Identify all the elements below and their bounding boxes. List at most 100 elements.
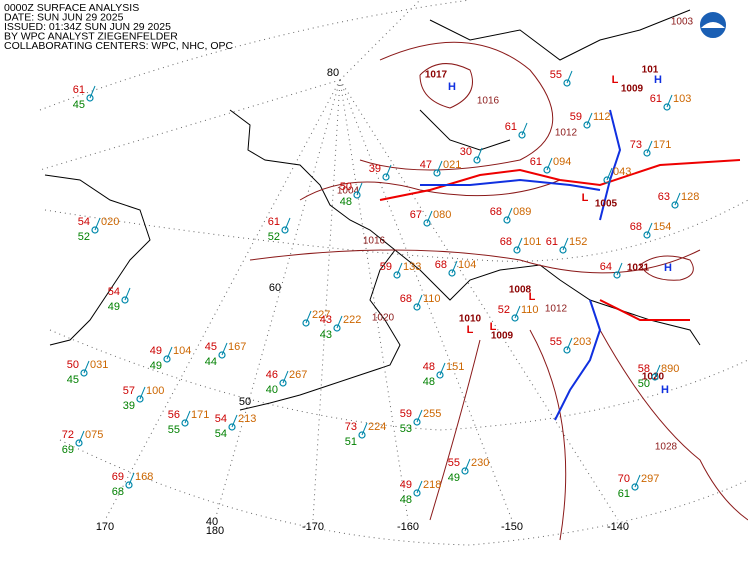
center-letter: L <box>490 321 497 333</box>
temperature: 46 <box>266 369 278 381</box>
center-value: 1009 <box>621 84 644 95</box>
dewpoint: 48 <box>400 494 412 506</box>
pressure: 227 <box>312 309 330 321</box>
wind-barb <box>184 410 191 424</box>
grid-label: 60 <box>269 282 281 294</box>
alaska-coast <box>229 109 701 346</box>
coastlines <box>44 9 701 411</box>
pressure: 104 <box>173 345 191 357</box>
dewpoint: 45 <box>67 374 79 386</box>
temperature: 61 <box>530 156 542 168</box>
station-circle <box>543 166 551 174</box>
center-letter: H <box>654 74 662 86</box>
temperature: 55 <box>550 69 562 81</box>
temperature: 45 <box>205 341 217 353</box>
wind-barb <box>586 112 593 126</box>
center-value: 1017 <box>425 70 448 81</box>
station-circle <box>281 226 289 234</box>
pressure: 110 <box>423 293 441 305</box>
dewpoint: 69 <box>62 444 74 456</box>
pressure: 094 <box>553 156 571 168</box>
station-circle <box>333 324 341 332</box>
station-circle <box>436 371 444 379</box>
pressure: 152 <box>569 236 587 248</box>
isobar-label: 1012 <box>555 128 578 139</box>
lat-circle <box>44 199 748 262</box>
isobars <box>249 41 748 541</box>
dewpoint: 44 <box>205 356 217 368</box>
wind-barb <box>282 370 289 384</box>
pressure: 031 <box>90 359 108 371</box>
meridian <box>312 79 341 521</box>
center-letter: H <box>664 262 672 274</box>
wind-barb <box>616 262 623 276</box>
dewpoint: 49 <box>150 360 162 372</box>
temperature: 70 <box>618 473 630 485</box>
station-circle <box>413 418 421 426</box>
wind-barb <box>78 430 85 444</box>
wind-barb <box>634 474 641 488</box>
pressure: 267 <box>289 369 307 381</box>
temperature: 50 <box>340 181 352 193</box>
temperature: 68 <box>400 293 412 305</box>
wind-barb <box>128 472 135 486</box>
dewpoint: 52 <box>78 231 90 243</box>
wind-barb <box>451 260 458 274</box>
center-value: 1005 <box>595 199 618 210</box>
grid-label: -150 <box>501 521 523 533</box>
isobar-label: 1012 <box>545 304 568 315</box>
isobar-label: 1028 <box>655 442 678 453</box>
station-circle <box>643 231 651 239</box>
station-circle <box>559 246 567 254</box>
dewpoint: 39 <box>123 400 135 412</box>
temperature: 54 <box>215 413 227 425</box>
isobar <box>419 63 473 109</box>
station-circle <box>279 379 287 387</box>
wind-barb <box>666 94 673 108</box>
wind-barb <box>166 346 173 360</box>
pressure: 222 <box>343 314 361 326</box>
grid-label: 180 <box>206 525 224 537</box>
pressure: 154 <box>653 221 671 233</box>
station-circle <box>163 355 171 363</box>
dewpoint: 61 <box>618 488 630 500</box>
station-circle <box>228 423 236 431</box>
temperature: 55 <box>550 336 562 348</box>
temperature: 54 <box>108 286 120 298</box>
dewpoint: 50 <box>638 378 650 390</box>
station-circle <box>513 246 521 254</box>
temperature: 63 <box>658 191 670 203</box>
temperature: 61 <box>73 84 85 96</box>
isobar-label: 1020 <box>372 313 395 324</box>
temperature: 59 <box>380 261 392 273</box>
temperature: 61 <box>505 121 517 133</box>
wind-barb <box>606 167 613 181</box>
station-circle <box>125 481 133 489</box>
grid-label: -170 <box>302 521 324 533</box>
station-circle <box>382 173 390 181</box>
meridian <box>104 79 341 521</box>
temperature: 64 <box>600 261 612 273</box>
temperature: 39 <box>369 163 381 175</box>
isobar-label: 1016 <box>363 236 386 247</box>
center-value: 1008 <box>509 285 532 296</box>
isobar-label: 1004 <box>337 186 360 197</box>
wind-barb <box>506 207 513 221</box>
isobar <box>429 339 481 521</box>
station-circle <box>181 419 189 427</box>
pressure: 020 <box>101 216 119 228</box>
station-circle <box>91 226 99 234</box>
wind-barb <box>426 210 433 224</box>
station-circle <box>433 169 441 177</box>
temperature: 55 <box>448 457 460 469</box>
isobar <box>639 255 694 281</box>
temperature: 59 <box>400 408 412 420</box>
temperature: 30 <box>460 146 472 158</box>
wind-barb <box>476 147 483 161</box>
cold-front <box>599 109 622 221</box>
dewpoint: 48 <box>340 196 352 208</box>
temperature: 56 <box>168 409 180 421</box>
wind-barb <box>464 458 471 472</box>
dewpoint: 55 <box>168 424 180 436</box>
